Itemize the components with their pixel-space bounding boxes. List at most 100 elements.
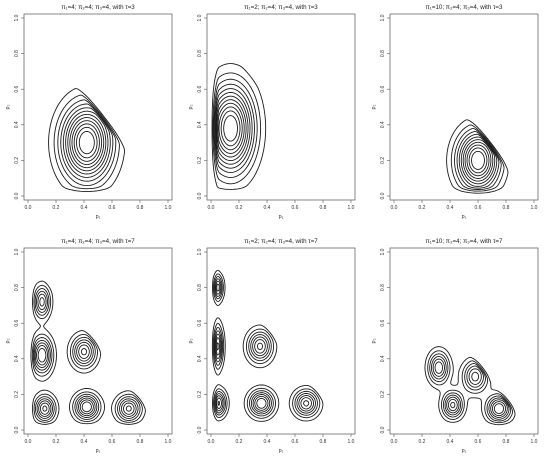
y-tick-label: 0.2 [197,157,203,164]
contour-line-level-3 [32,288,141,421]
y-tick-label: 0.8 [14,50,20,57]
y-tick-label: 1.0 [197,248,203,255]
x-axis-label: p₁ [96,214,101,220]
y-tick-label: 0.2 [14,157,20,164]
x-tick-label: 0.2 [236,205,243,211]
contour-line-level-7 [450,401,505,415]
contour-line-level-2 [450,124,505,192]
y-tick-label: 0.0 [14,192,20,199]
x-tick-label: 0.6 [475,205,482,211]
x-tick-label: 0.0 [25,205,32,211]
x-tick-label: 1.0 [531,205,538,211]
contour-line-level-5 [62,107,111,178]
contour-line-level-6 [460,136,496,185]
y-tick-label: 0.0 [197,192,203,199]
y-tick-label: 0.6 [380,320,386,327]
contour-line-level-4 [430,356,510,420]
x-tick-label: 0.2 [419,439,426,445]
y-tick-label: 0.4 [14,355,20,362]
plot-frame [23,247,173,435]
x-tick-label: 0.8 [137,439,144,445]
contour-line-level-11 [471,150,485,170]
contour-line-level-10 [73,123,100,162]
chart-title: π₁=4; π₂=4; π₃=4, with τ=3 [61,4,135,11]
contour-line-level-8 [216,99,247,158]
contour-line-level-9 [217,102,245,154]
y-tick-label: 0.6 [14,86,20,93]
x-tick-label: 0.4 [264,205,271,211]
y-tick-label: 0.0 [14,426,20,433]
x-axis-label: p₁ [462,448,467,454]
contour-line-level-3 [213,276,318,417]
y-tick-label: 0.6 [197,320,203,327]
y-tick-label: 0.2 [380,391,386,398]
x-tick-label: 0.6 [475,439,482,445]
contour-line-level-11 [76,126,98,159]
x-tick-label: 0.4 [81,205,88,211]
y-tick-label: 1.0 [14,248,20,255]
plot-frame [389,13,539,201]
contour-line-level-6 [65,110,109,175]
plot-frame [23,13,173,201]
contour-line-level-4 [214,83,255,173]
y-tick-label: 0.4 [380,121,386,128]
x-tick-label: 0.8 [503,439,510,445]
y-tick-label: 1.0 [380,14,386,21]
contour-line-level-4 [214,278,316,415]
y-tick-label: 0.8 [380,284,386,291]
x-tick-label: 1.0 [348,439,355,445]
contour-line-level-1 [30,280,146,425]
x-tick-label: 0.4 [81,439,88,445]
x-axis-label: p₁ [279,448,284,454]
contour-plot-svg: π₁=4; π₂=4; π₃=4, with τ=3 0.0 0.2 0.4 0.6 0.… [5,4,173,220]
x-tick-label: 0.8 [320,205,327,211]
contour-plot-svg: π₁=2; π₂=4; π₃=4, with τ=3 0.0 0.2 0.4 0.6 0.… [188,4,356,220]
chart-title: π₁=4; π₂=4; π₃=4, with τ=7 [61,238,135,245]
contour-line-level-6 [36,297,135,415]
x-tick-label: 1.0 [531,439,538,445]
y-tick-label: 0.0 [380,426,386,433]
x-tick-label: 0.0 [208,205,215,211]
contour-line-level-2 [31,284,143,423]
y-tick-label: 0.2 [14,391,20,398]
x-tick-label: 1.0 [348,205,355,211]
contour-line-level-1 [446,119,509,194]
y-tick-label: 0.2 [197,391,203,398]
y-tick-label: 1.0 [197,14,203,21]
contour-line-level-9 [466,144,490,177]
y-tick-label: 0.6 [14,320,20,327]
contour-line-level-2 [212,72,262,185]
plot-frame [206,13,356,201]
contour-line-level-2 [212,273,321,419]
chart-title: π₁=10; π₂=4; π₃=4, with τ=7 [426,238,504,245]
contour-line-level-3 [213,78,258,178]
contour-line-level-1 [48,88,125,192]
contour-line-level-6 [215,92,251,165]
x-tick-label: 0.8 [320,439,327,445]
contour-line-level-6 [434,361,507,417]
contour-line-level-1 [424,346,516,426]
contour-panel-2: π₁=2; π₂=4; π₃=4, with τ=3 0.0 0.2 0.4 0.6 0.… [183,0,366,234]
x-axis-label: p₁ [96,448,101,454]
y-tick-label: 0.4 [197,355,203,362]
y-tick-label: 0.8 [380,50,386,57]
x-tick-label: 0.4 [264,439,271,445]
contour-line-level-2 [427,350,514,424]
contour-line-level-5 [458,133,498,187]
y-axis-label: p₂ [371,338,377,343]
contour-line-level-8 [69,117,105,169]
contour-line-level-12 [223,115,238,142]
y-tick-label: 0.0 [380,192,386,199]
plot-frame [206,247,356,435]
y-tick-label: 0.8 [197,50,203,57]
contour-line-level-6 [215,283,312,411]
x-tick-label: 1.0 [165,205,172,211]
x-tick-label: 0.4 [447,205,454,211]
contour-line-level-7 [216,342,310,409]
y-tick-label: 0.8 [197,284,203,291]
contour-line-level-3 [57,99,117,187]
contour-line-level-3 [429,353,512,422]
y-tick-label: 1.0 [380,248,386,255]
y-tick-label: 0.2 [380,157,386,164]
